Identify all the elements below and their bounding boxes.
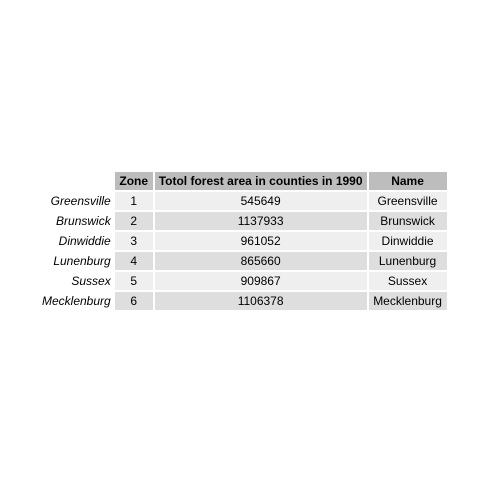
row-label: Mecklenburg — [42, 294, 111, 308]
header-name: Name — [368, 172, 447, 190]
header-forest-area: Totol forest area in counties in 1990 — [154, 172, 367, 190]
forest-area-cell: 961052 — [154, 232, 367, 250]
zone-cell: 1 — [114, 192, 153, 210]
name-cell: Lunenburg — [368, 252, 447, 270]
row-label: Lunenburg — [53, 254, 111, 268]
name-cell: Mecklenburg — [368, 292, 447, 310]
table-row: Brunswick 2 1137933 Brunswick — [38, 212, 447, 230]
forest-area-cell: 1137933 — [154, 212, 367, 230]
zone-cell: 6 — [114, 292, 153, 310]
data-table-container: Zone Totol forest area in counties in 19… — [36, 170, 449, 312]
row-label: Brunswick — [56, 214, 111, 228]
table-row: Greensville 1 545649 Greensville — [38, 192, 447, 210]
zone-cell: 2 — [114, 212, 153, 230]
row-label: Dinwiddie — [58, 234, 111, 248]
name-cell: Greensville — [368, 192, 447, 210]
table-row: Lunenburg 4 865660 Lunenburg — [38, 252, 447, 270]
forest-area-cell: 1106378 — [154, 292, 367, 310]
name-cell: Sussex — [368, 272, 447, 290]
forest-area-table: Zone Totol forest area in counties in 19… — [36, 170, 449, 312]
zone-cell: 5 — [114, 272, 153, 290]
name-cell: Brunswick — [368, 212, 447, 230]
name-cell: Dinwiddie — [368, 232, 447, 250]
table-row: Dinwiddie 3 961052 Dinwiddie — [38, 232, 447, 250]
zone-cell: 4 — [114, 252, 153, 270]
row-label: Greensville — [50, 194, 111, 208]
header-row: Zone Totol forest area in counties in 19… — [38, 172, 447, 190]
forest-area-cell: 865660 — [154, 252, 367, 270]
forest-area-cell: 545649 — [154, 192, 367, 210]
forest-area-cell: 909867 — [154, 272, 367, 290]
row-label: Sussex — [71, 274, 111, 288]
corner-cell — [38, 172, 113, 190]
header-zone: Zone — [114, 172, 153, 190]
table-row: Sussex 5 909867 Sussex — [38, 272, 447, 290]
zone-cell: 3 — [114, 232, 153, 250]
table-row: Mecklenburg 6 1106378 Mecklenburg — [38, 292, 447, 310]
